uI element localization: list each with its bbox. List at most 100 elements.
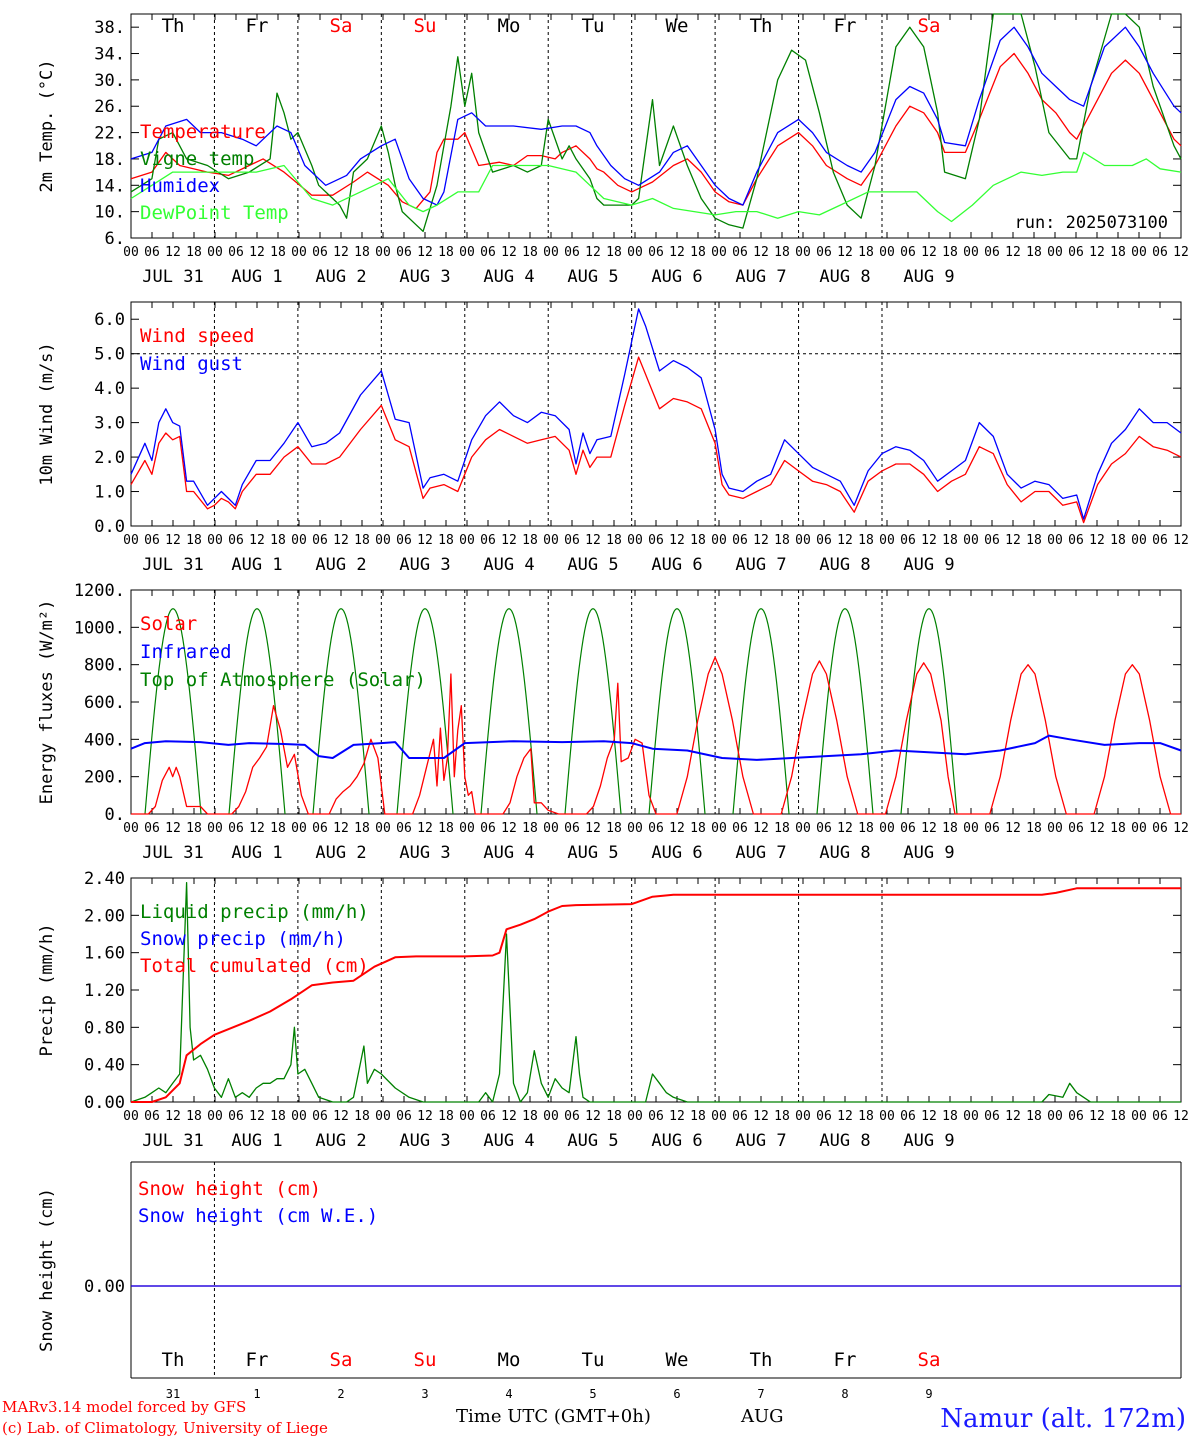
panel-0-weekday-label: Sa <box>330 15 353 37</box>
series-line-vigne-temp <box>130 13 1182 233</box>
panel-1-hour-label: 12 <box>249 533 265 548</box>
panel-0-hour-label: 12 <box>1173 245 1189 260</box>
station-label: Namur (alt. 172m) <box>940 1404 1186 1434</box>
panel-3-hour-label: 00 <box>459 1109 475 1124</box>
panel-0-hour-label: 18 <box>354 245 370 260</box>
panel-2-date-label: AUG 5 <box>567 843 618 863</box>
panel-3-hour-label: 06 <box>1068 1109 1084 1124</box>
panel-0-weekday-label: Sa <box>918 15 941 37</box>
panel-1-hour-label: 18 <box>186 533 202 548</box>
panel-1-hour-label: 18 <box>354 533 370 548</box>
panel-1-hour-label: 18 <box>1110 533 1126 548</box>
panel-0-hour-label: 00 <box>291 245 307 260</box>
panel-1-hour-label: 00 <box>963 533 979 548</box>
footer-lab-credit: (c) Lab. of Climatology, University of L… <box>2 1419 328 1437</box>
panel-0-hour-label: 06 <box>564 245 580 260</box>
panel-1-hour-label: 12 <box>333 533 349 548</box>
panel-2-hour-label: 18 <box>1110 821 1126 836</box>
panel-1-hour-label: 18 <box>606 533 622 548</box>
series-line-solar <box>131 656 1181 815</box>
panel-0-date-label: AUG 1 <box>231 267 282 287</box>
panel-2-ytick-label: 1000. <box>74 618 125 638</box>
panel-2-date-label: AUG 7 <box>735 843 786 863</box>
panel-3-ytick-label: 0.80 <box>84 1018 125 1038</box>
panel-3-hour-label: 00 <box>1047 1109 1063 1124</box>
panel-2-ytick-label: 1200. <box>74 581 125 601</box>
legend-wind-gust: Wind gust <box>140 353 243 375</box>
panel-0-hour-label: 00 <box>879 245 895 260</box>
panel-2-hour-label: 12 <box>165 821 181 836</box>
x-axis-month: AUG <box>741 1406 784 1427</box>
panel-1-hour-label: 12 <box>837 533 853 548</box>
panel-0-ylabel: 2m Temp. (°C) <box>37 59 57 192</box>
panel-2-date-label: AUG 4 <box>483 843 534 863</box>
panel-2-ytick-label: 800. <box>84 656 125 676</box>
panel-3-hour-label: 18 <box>186 1109 202 1124</box>
panel-2-hour-label: 18 <box>438 821 454 836</box>
panel-0-hour-label: 06 <box>480 245 496 260</box>
panel-1-hour-label: 12 <box>921 533 937 548</box>
panel-1-hour-label: 00 <box>795 533 811 548</box>
panel-0-hour-label: 00 <box>459 245 475 260</box>
panel-0-date-label: AUG 5 <box>567 267 618 287</box>
panel-1-hour-label: 18 <box>690 533 706 548</box>
panel-0-hour-label: 00 <box>1047 245 1063 260</box>
panel-2-date-label: AUG 8 <box>819 843 870 863</box>
panel-2-hour-label: 18 <box>186 821 202 836</box>
panel-4-weekday-label: Fr <box>246 1349 269 1371</box>
panel-1-date-label: AUG 7 <box>735 555 786 575</box>
panel-3-hour-label: 18 <box>1026 1109 1042 1124</box>
panel-1-hour-label: 06 <box>480 533 496 548</box>
panel-3-hour-label: 06 <box>480 1109 496 1124</box>
panel-1-date-label: AUG 4 <box>483 555 534 575</box>
panel-3-hour-label: 18 <box>438 1109 454 1124</box>
panel-1-hour-label: 12 <box>585 533 601 548</box>
panel-1-hour-label: 18 <box>774 533 790 548</box>
panel-3-hour-label: 06 <box>312 1109 328 1124</box>
panel-0-hour-label: 00 <box>963 245 979 260</box>
legend-total-cumulated-cm-: Total cumulated (cm) <box>140 955 369 977</box>
panel-3-date-label: AUG 7 <box>735 1131 786 1151</box>
panel-0-hour-label: 18 <box>606 245 622 260</box>
panel-3-ytick-label: 0.40 <box>84 1056 125 1076</box>
panel-2-hour-label: 18 <box>690 821 706 836</box>
panel-2-hour-label: 06 <box>648 821 664 836</box>
panel-1-hour-label: 12 <box>669 533 685 548</box>
panel-0-ytick-label: 22. <box>94 124 125 144</box>
panel-2-hour-label: 06 <box>396 821 412 836</box>
panel-2-ytick-label: 600. <box>84 693 125 713</box>
panel-1-hour-label: 18 <box>438 533 454 548</box>
series-line-temperature <box>130 52 1182 210</box>
panel-2-date-label: AUG 2 <box>315 843 366 863</box>
panel-0-date-label: AUG 8 <box>819 267 870 287</box>
panel-0-hour-label: 06 <box>816 245 832 260</box>
panel-1-hour-label: 06 <box>816 533 832 548</box>
series-line-wind-gust <box>130 308 1182 520</box>
series-line-dewpoint-temp <box>130 151 1182 223</box>
panel-4-weekday-label: Mo <box>498 1349 521 1371</box>
panel-1-hour-label: 12 <box>1089 533 1105 548</box>
panel-3-hour-label: 06 <box>648 1109 664 1124</box>
panel-1-hour-label: 00 <box>1131 533 1147 548</box>
panel-4-weekday-label: Th <box>162 1349 185 1371</box>
panel-3-hour-label: 00 <box>879 1109 895 1124</box>
panel-0-ytick-label: 34. <box>94 45 125 65</box>
panel-3-ytick-label: 2.00 <box>84 906 125 926</box>
x-axis-title: Time UTC (GMT+0h) <box>456 1406 651 1427</box>
panel-1-frame <box>130 301 1182 527</box>
panel-2-ytick-label: 0. <box>105 805 125 825</box>
panel-2-frame <box>130 589 1182 815</box>
panel-3-hour-label: 12 <box>753 1109 769 1124</box>
panel-1-date-label: AUG 1 <box>231 555 282 575</box>
panel-1-ytick-label: 3.0 <box>94 414 125 434</box>
panel-2-hour-label: 12 <box>921 821 937 836</box>
panel-0-hour-label: 06 <box>732 245 748 260</box>
panel-1-ytick-label: 6.0 <box>94 310 125 330</box>
panel-2-hour-label: 18 <box>522 821 538 836</box>
panel-0-date-label: AUG 9 <box>903 267 954 287</box>
panel-3-hour-label: 18 <box>858 1109 874 1124</box>
panel-3-hour-label: 00 <box>1131 1109 1147 1124</box>
panel-2-hour-label: 06 <box>984 821 1000 836</box>
toa-solar-curve <box>732 608 790 815</box>
panel-0-weekday-label: Fr <box>246 15 269 37</box>
